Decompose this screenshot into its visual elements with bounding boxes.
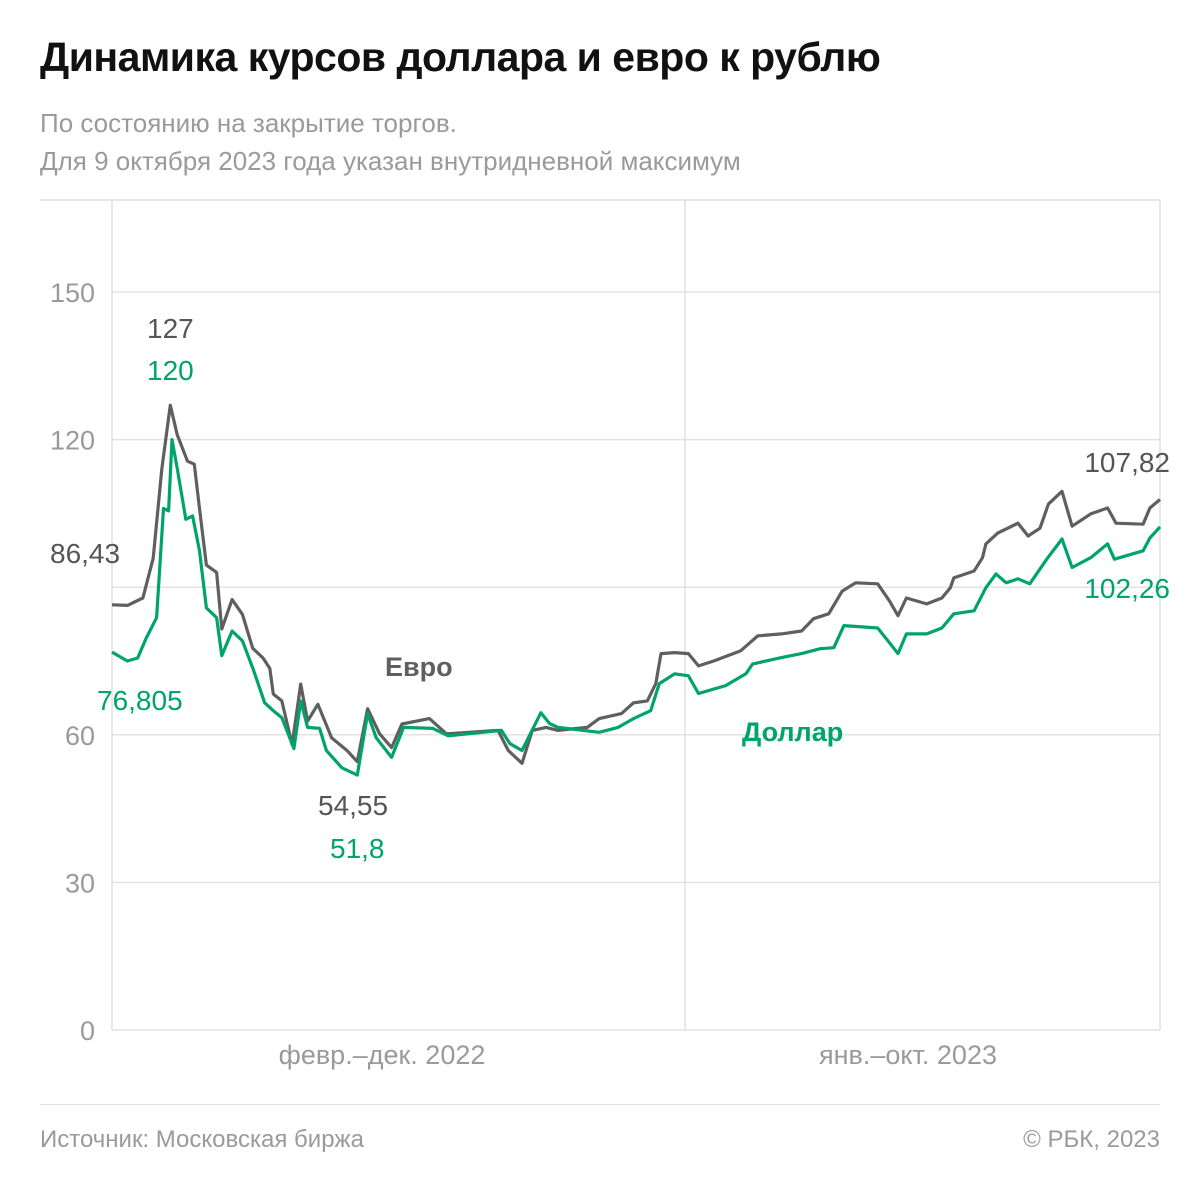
series-label-dollar: Доллар [742, 717, 843, 747]
x-period-label: янв.–окт. 2023 [819, 1040, 997, 1070]
data-label-euro: 86,43 [50, 538, 120, 569]
subtitle-line-2: Для 9 октября 2023 года указан внутридне… [40, 146, 741, 176]
chart-title: Динамика курсов доллара и евро к рублю [40, 34, 881, 80]
euro-line [111, 403, 1162, 765]
y-tick-label: 120 [50, 426, 95, 456]
data-label-dollar: 102,26 [1084, 573, 1170, 604]
data-label-euro: 54,55 [318, 790, 388, 821]
footer-divider [40, 1104, 1160, 1105]
subtitle-line-1: По состоянию на закрытие торгов. [40, 108, 457, 138]
y-tick-label: 0 [80, 1016, 95, 1046]
x-period-label: февр.–дек. 2022 [279, 1040, 486, 1070]
y-tick-label: 150 [50, 278, 95, 308]
data-label-dollar: 120 [147, 355, 194, 386]
y-tick-label: 60 [65, 721, 95, 751]
copyright-text: © РБК, 2023 [1023, 1126, 1160, 1153]
data-label-dollar: 76,805 [97, 685, 183, 716]
data-label-dollar: 51,8 [330, 833, 385, 864]
source-text: Источник: Московская биржа [40, 1126, 364, 1153]
data-label-euro: 127 [147, 313, 194, 344]
dollar-line [111, 438, 1162, 777]
series-label-euro: Евро [385, 652, 453, 682]
y-tick-label: 30 [65, 868, 95, 898]
data-label-euro: 107,82 [1084, 447, 1170, 478]
